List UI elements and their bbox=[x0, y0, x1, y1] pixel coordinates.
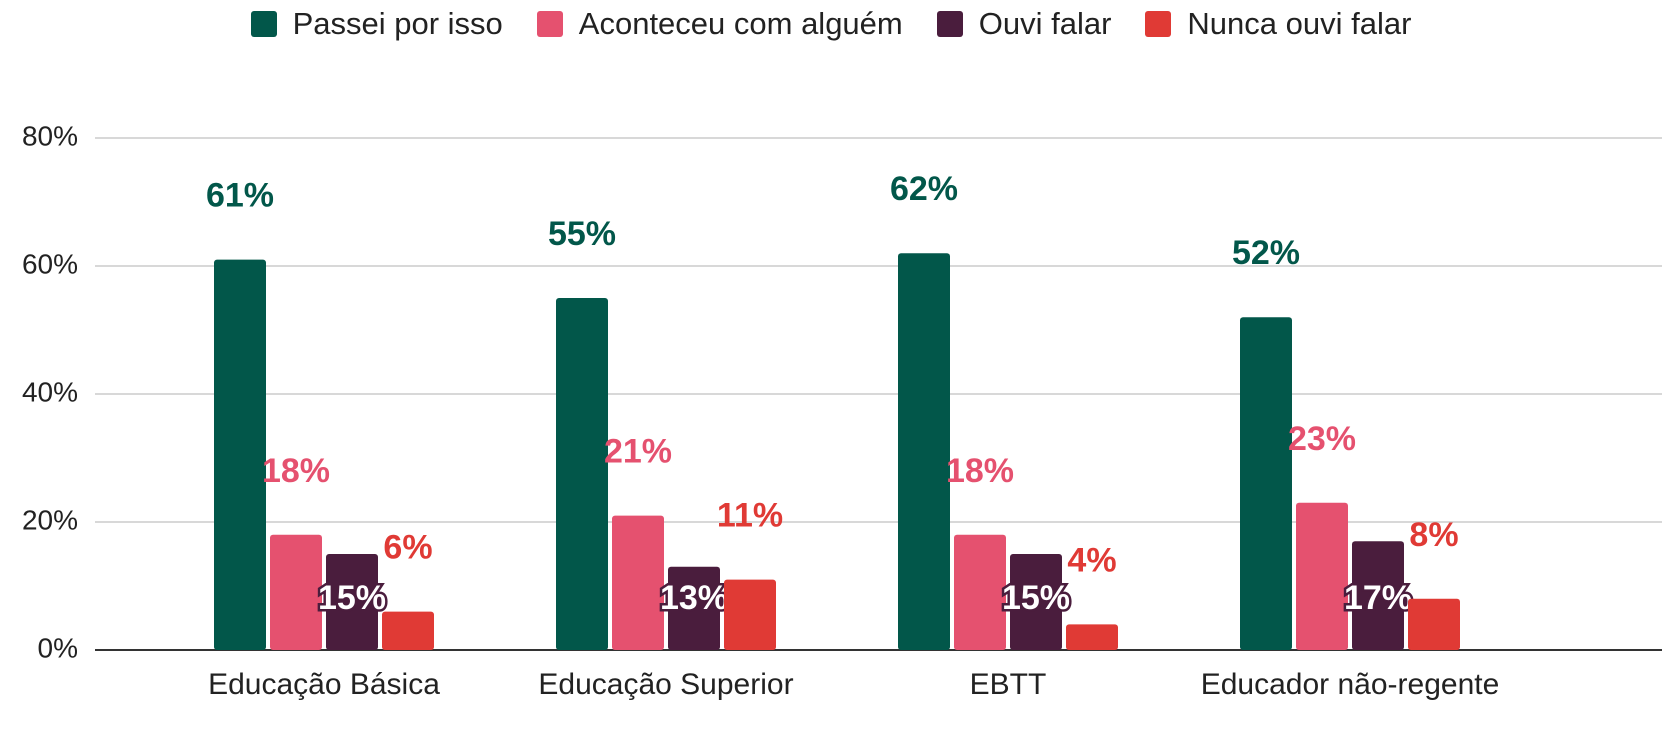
bar bbox=[1240, 317, 1292, 650]
data-label: 13% bbox=[660, 579, 728, 617]
bar bbox=[1296, 502, 1348, 650]
bar bbox=[270, 534, 322, 650]
bar bbox=[556, 298, 608, 650]
bar bbox=[954, 534, 1006, 650]
legend-swatch bbox=[936, 11, 963, 37]
data-label: 8% bbox=[1409, 516, 1458, 554]
data-label: 62% bbox=[890, 170, 958, 208]
y-tick-label: 80% bbox=[22, 120, 78, 151]
bar bbox=[1010, 554, 1062, 650]
legend: Passei por isso Aconteceu com alguém Ouvi … bbox=[0, 6, 1662, 42]
x-tick-label: Educador não-regente bbox=[1201, 668, 1500, 701]
data-label: 23% bbox=[1288, 420, 1356, 458]
bar bbox=[612, 515, 664, 650]
legend-swatch bbox=[1145, 11, 1172, 37]
legend-swatch bbox=[250, 11, 277, 37]
data-label: 6% bbox=[383, 529, 432, 567]
y-tick-label: 60% bbox=[22, 248, 78, 279]
data-label: 15% bbox=[1002, 579, 1070, 617]
bar bbox=[1408, 598, 1460, 650]
y-tick-label: 0% bbox=[38, 632, 78, 663]
bar bbox=[382, 611, 434, 650]
x-tick-label: Educação Superior bbox=[538, 668, 793, 701]
legend-item: Aconteceu com alguém bbox=[536, 6, 903, 42]
legend-item: Passei por isso bbox=[250, 6, 503, 42]
bar bbox=[724, 579, 776, 650]
legend-item: Ouvi falar bbox=[936, 6, 1112, 42]
legend-label: Aconteceu com alguém bbox=[578, 6, 903, 41]
legend-label: Passei por isso bbox=[292, 6, 503, 41]
data-label: 17% bbox=[1344, 579, 1412, 617]
data-label: 11% bbox=[717, 497, 783, 535]
data-label: 21% bbox=[604, 433, 672, 471]
data-label: 61% bbox=[206, 177, 274, 215]
bar bbox=[668, 566, 720, 650]
data-label: 15% bbox=[318, 579, 386, 617]
x-tick-label: Educação Básica bbox=[208, 668, 440, 701]
bar bbox=[326, 554, 378, 650]
data-label: 52% bbox=[1232, 234, 1300, 272]
bar bbox=[1066, 624, 1118, 650]
bar bbox=[214, 259, 266, 650]
y-tick-label: 20% bbox=[22, 504, 78, 535]
data-label: 18% bbox=[262, 452, 330, 490]
data-label: 4% bbox=[1067, 541, 1116, 579]
legend-label: Ouvi falar bbox=[978, 6, 1112, 41]
data-label: 55% bbox=[548, 215, 616, 253]
bar bbox=[898, 253, 950, 650]
legend-item: Nunca ouvi falar bbox=[1145, 6, 1411, 42]
bar bbox=[1352, 541, 1404, 650]
legend-swatch bbox=[536, 11, 563, 37]
legend-label: Nunca ouvi falar bbox=[1187, 6, 1412, 41]
x-tick-label: EBTT bbox=[970, 668, 1047, 701]
y-tick-label: 40% bbox=[22, 376, 78, 407]
data-label: 18% bbox=[946, 452, 1014, 490]
